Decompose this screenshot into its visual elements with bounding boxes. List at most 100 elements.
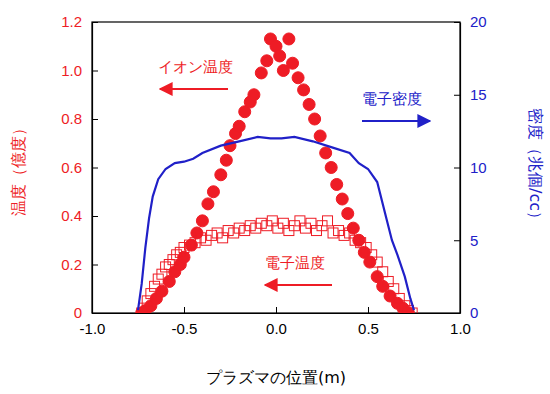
yticks-tick: 0.4: [61, 207, 98, 224]
y2-axis-title: 密度（兆個/cc）: [526, 108, 545, 227]
y2ticks-tick-label: 5: [470, 232, 478, 249]
yticks-tick: 1.0: [61, 62, 98, 79]
xticks-tick-label: 0.0: [266, 320, 287, 337]
data-point: [287, 57, 299, 69]
data-point: [328, 228, 338, 238]
annotation-arrow: [362, 120, 430, 122]
series-label: 電子密度: [362, 90, 422, 108]
data-point: [146, 289, 156, 299]
plot-area: [136, 33, 417, 313]
data-point: [331, 178, 343, 190]
annotation-arrow: [160, 88, 228, 90]
annotations: イオン温度電子温度電子密度: [158, 58, 430, 285]
data-point: [207, 186, 219, 198]
xticks-tick: -0.5: [172, 307, 198, 337]
data-point: [303, 98, 315, 110]
yticks-tick-label: 0.2: [61, 256, 82, 273]
xticks-tick-label: 0.5: [358, 320, 379, 337]
data-point: [361, 243, 371, 253]
y-axis-title: 温度（億度）: [9, 120, 28, 216]
y2ticks-tick: 15: [454, 86, 487, 103]
data-point: [283, 33, 295, 45]
data-point: [309, 113, 321, 125]
data-point: [292, 72, 304, 84]
y2ticks-tick-label: 10: [470, 159, 487, 176]
xticks-axis-line: [93, 313, 461, 314]
data-point: [202, 198, 214, 210]
y2ticks-tick-mark: [454, 168, 460, 169]
data-point: [172, 250, 182, 260]
data-point: [234, 223, 244, 233]
data-point: [161, 262, 171, 272]
yticks-tick-mark: [92, 265, 98, 266]
yticks-tick: 0: [74, 304, 98, 321]
y2ticks-tick-label: 0: [470, 304, 478, 321]
yticks-tick: 0.2: [61, 256, 98, 273]
data-point: [256, 218, 266, 228]
y2ticks-axis: 0 5 10 15 20: [454, 13, 487, 321]
yticks-tick: 0.8: [61, 110, 98, 127]
data-point: [196, 215, 208, 227]
xticks-tick-label: -0.5: [172, 320, 198, 337]
data-point: [261, 55, 273, 67]
xticks-tick-label: 1.0: [450, 320, 471, 337]
data-point: [364, 256, 376, 268]
chart: -1.0-0.50.00.51.000.20.40.60.81.01.20510…: [0, 0, 550, 394]
y2ticks-tick: 0: [454, 304, 478, 321]
yticks-tick-label: 1.0: [61, 62, 82, 79]
data-point: [215, 169, 227, 181]
yticks-tick-mark: [92, 71, 98, 72]
data-point: [383, 276, 393, 286]
data-point: [245, 221, 255, 231]
data-point: [367, 250, 377, 260]
yticks-tick-mark: [92, 22, 98, 23]
yticks-tick-mark: [92, 313, 98, 314]
plot-frame: [92, 22, 460, 313]
data-point: [389, 284, 399, 294]
data-point: [372, 257, 382, 267]
data-point: [323, 216, 333, 226]
y2ticks-tick: 20: [454, 13, 487, 30]
data-point: [139, 303, 149, 313]
data-point: [295, 216, 305, 226]
data-point: [150, 281, 160, 291]
yticks-tick-mark: [92, 216, 98, 217]
yticks-tick-mark: [92, 119, 98, 120]
data-point: [255, 67, 267, 79]
data-point: [407, 308, 417, 313]
y2ticks-tick-mark: [454, 313, 460, 314]
yticks-tick-label: 0.6: [61, 159, 82, 176]
data-point: [336, 193, 348, 205]
data-point: [394, 293, 404, 303]
data-point: [342, 208, 354, 220]
xticks-tick-mark: [276, 307, 277, 313]
yticks-tick-mark: [92, 168, 98, 169]
xticks-tick: 0.5: [358, 307, 379, 337]
data-point: [142, 296, 152, 306]
yticks-axis: 00.20.40.60.81.01.2: [61, 13, 98, 321]
data-point: [207, 230, 217, 240]
yticks-tick-label: 0.4: [61, 207, 82, 224]
data-point: [274, 50, 286, 62]
data-point: [378, 267, 388, 277]
data-point: [233, 120, 245, 132]
data-point: [314, 130, 326, 142]
data-point: [306, 218, 316, 228]
y2ticks-tick: 5: [454, 232, 478, 249]
data-point: [345, 228, 355, 238]
xticks-tick: 0.0: [266, 307, 287, 337]
xticks-tick-mark: [368, 307, 369, 313]
annotation-arrow: [265, 284, 332, 286]
data-point: [185, 240, 195, 250]
series-label: イオン温度: [158, 58, 233, 76]
data-point: [223, 226, 233, 236]
data-point: [325, 162, 337, 174]
data-point: [248, 89, 260, 101]
x-axis-title: プラズマの位置(m): [206, 368, 346, 387]
data-point: [220, 154, 232, 166]
data-point: [278, 218, 288, 228]
y2ticks-tick-label: 15: [470, 86, 487, 103]
yticks-tick-label: 0.8: [61, 110, 82, 127]
y2ticks-tick: 10: [454, 159, 487, 176]
data-point: [179, 243, 189, 253]
